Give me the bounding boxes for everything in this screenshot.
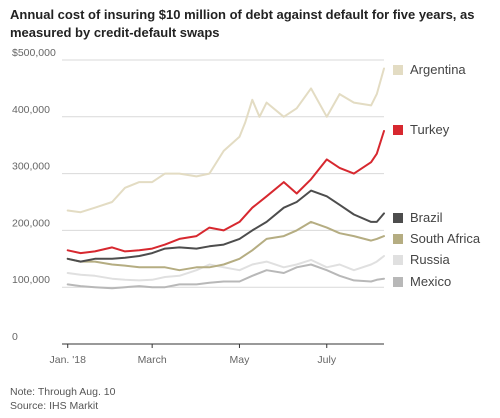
legend-label: South Africa [410, 231, 481, 246]
footnotes: Note: Through Aug. 10 Source: IHS Markit [10, 385, 115, 413]
gridlines [62, 59, 384, 288]
y-tick-label: 300,000 [12, 161, 50, 173]
y-tick-label: 100,000 [12, 274, 50, 286]
legend: Argentina Turkey Brazil South Africa Russia M… [393, 62, 481, 289]
chart-title: Annual cost of insuring $10 million of d… [10, 7, 475, 40]
legend-swatch [393, 213, 403, 223]
legend-label: Argentina [410, 62, 466, 77]
x-tick-label: May [230, 354, 251, 366]
y-tick-label: 0 [12, 331, 18, 343]
legend-label: Russia [410, 252, 451, 267]
legend-swatch [393, 234, 403, 244]
x-tick-label: March [138, 354, 167, 366]
series-line-south-africa [66, 220, 385, 272]
series-line-argentina [66, 67, 385, 214]
y-tick-label: $500,000 [12, 47, 56, 59]
x-tick-label: Jan. '18 [49, 354, 86, 366]
source-text: Source: IHS Markit [10, 400, 99, 412]
legend-label: Mexico [410, 274, 451, 289]
legend-label: Brazil [410, 210, 443, 225]
x-tick-label: July [317, 354, 336, 366]
y-tick-label: 400,000 [12, 104, 50, 116]
series-line-turkey [66, 130, 385, 255]
legend-swatch [393, 125, 403, 135]
legend-item-turkey: Turkey [393, 122, 450, 137]
series-lines [66, 67, 385, 290]
chart-svg: $500,000 400,000 300,000 200,000 100,000 0 Ja… [12, 47, 481, 366]
y-tick-label: 200,000 [12, 217, 50, 229]
legend-item-argentina: Argentina [393, 62, 466, 77]
legend-item-mexico: Mexico [393, 274, 451, 289]
legend-swatch [393, 65, 403, 75]
legend-item-russia: Russia [393, 252, 451, 267]
series-line-mexico [66, 263, 385, 290]
legend-label: Turkey [410, 122, 450, 137]
note-text: Note: Through Aug. 10 [10, 386, 116, 398]
series-line-brazil [66, 189, 385, 263]
legend-item-brazil: Brazil [393, 210, 443, 225]
series-line-russia [66, 255, 385, 282]
y-axis-tick-labels: $500,000 400,000 300,000 200,000 100,000 0 [12, 47, 56, 343]
legend-swatch [393, 255, 403, 265]
legend-item-south-africa: South Africa [393, 231, 481, 246]
legend-swatch [393, 277, 403, 287]
x-axis: Jan. '18 March May July [49, 343, 384, 366]
